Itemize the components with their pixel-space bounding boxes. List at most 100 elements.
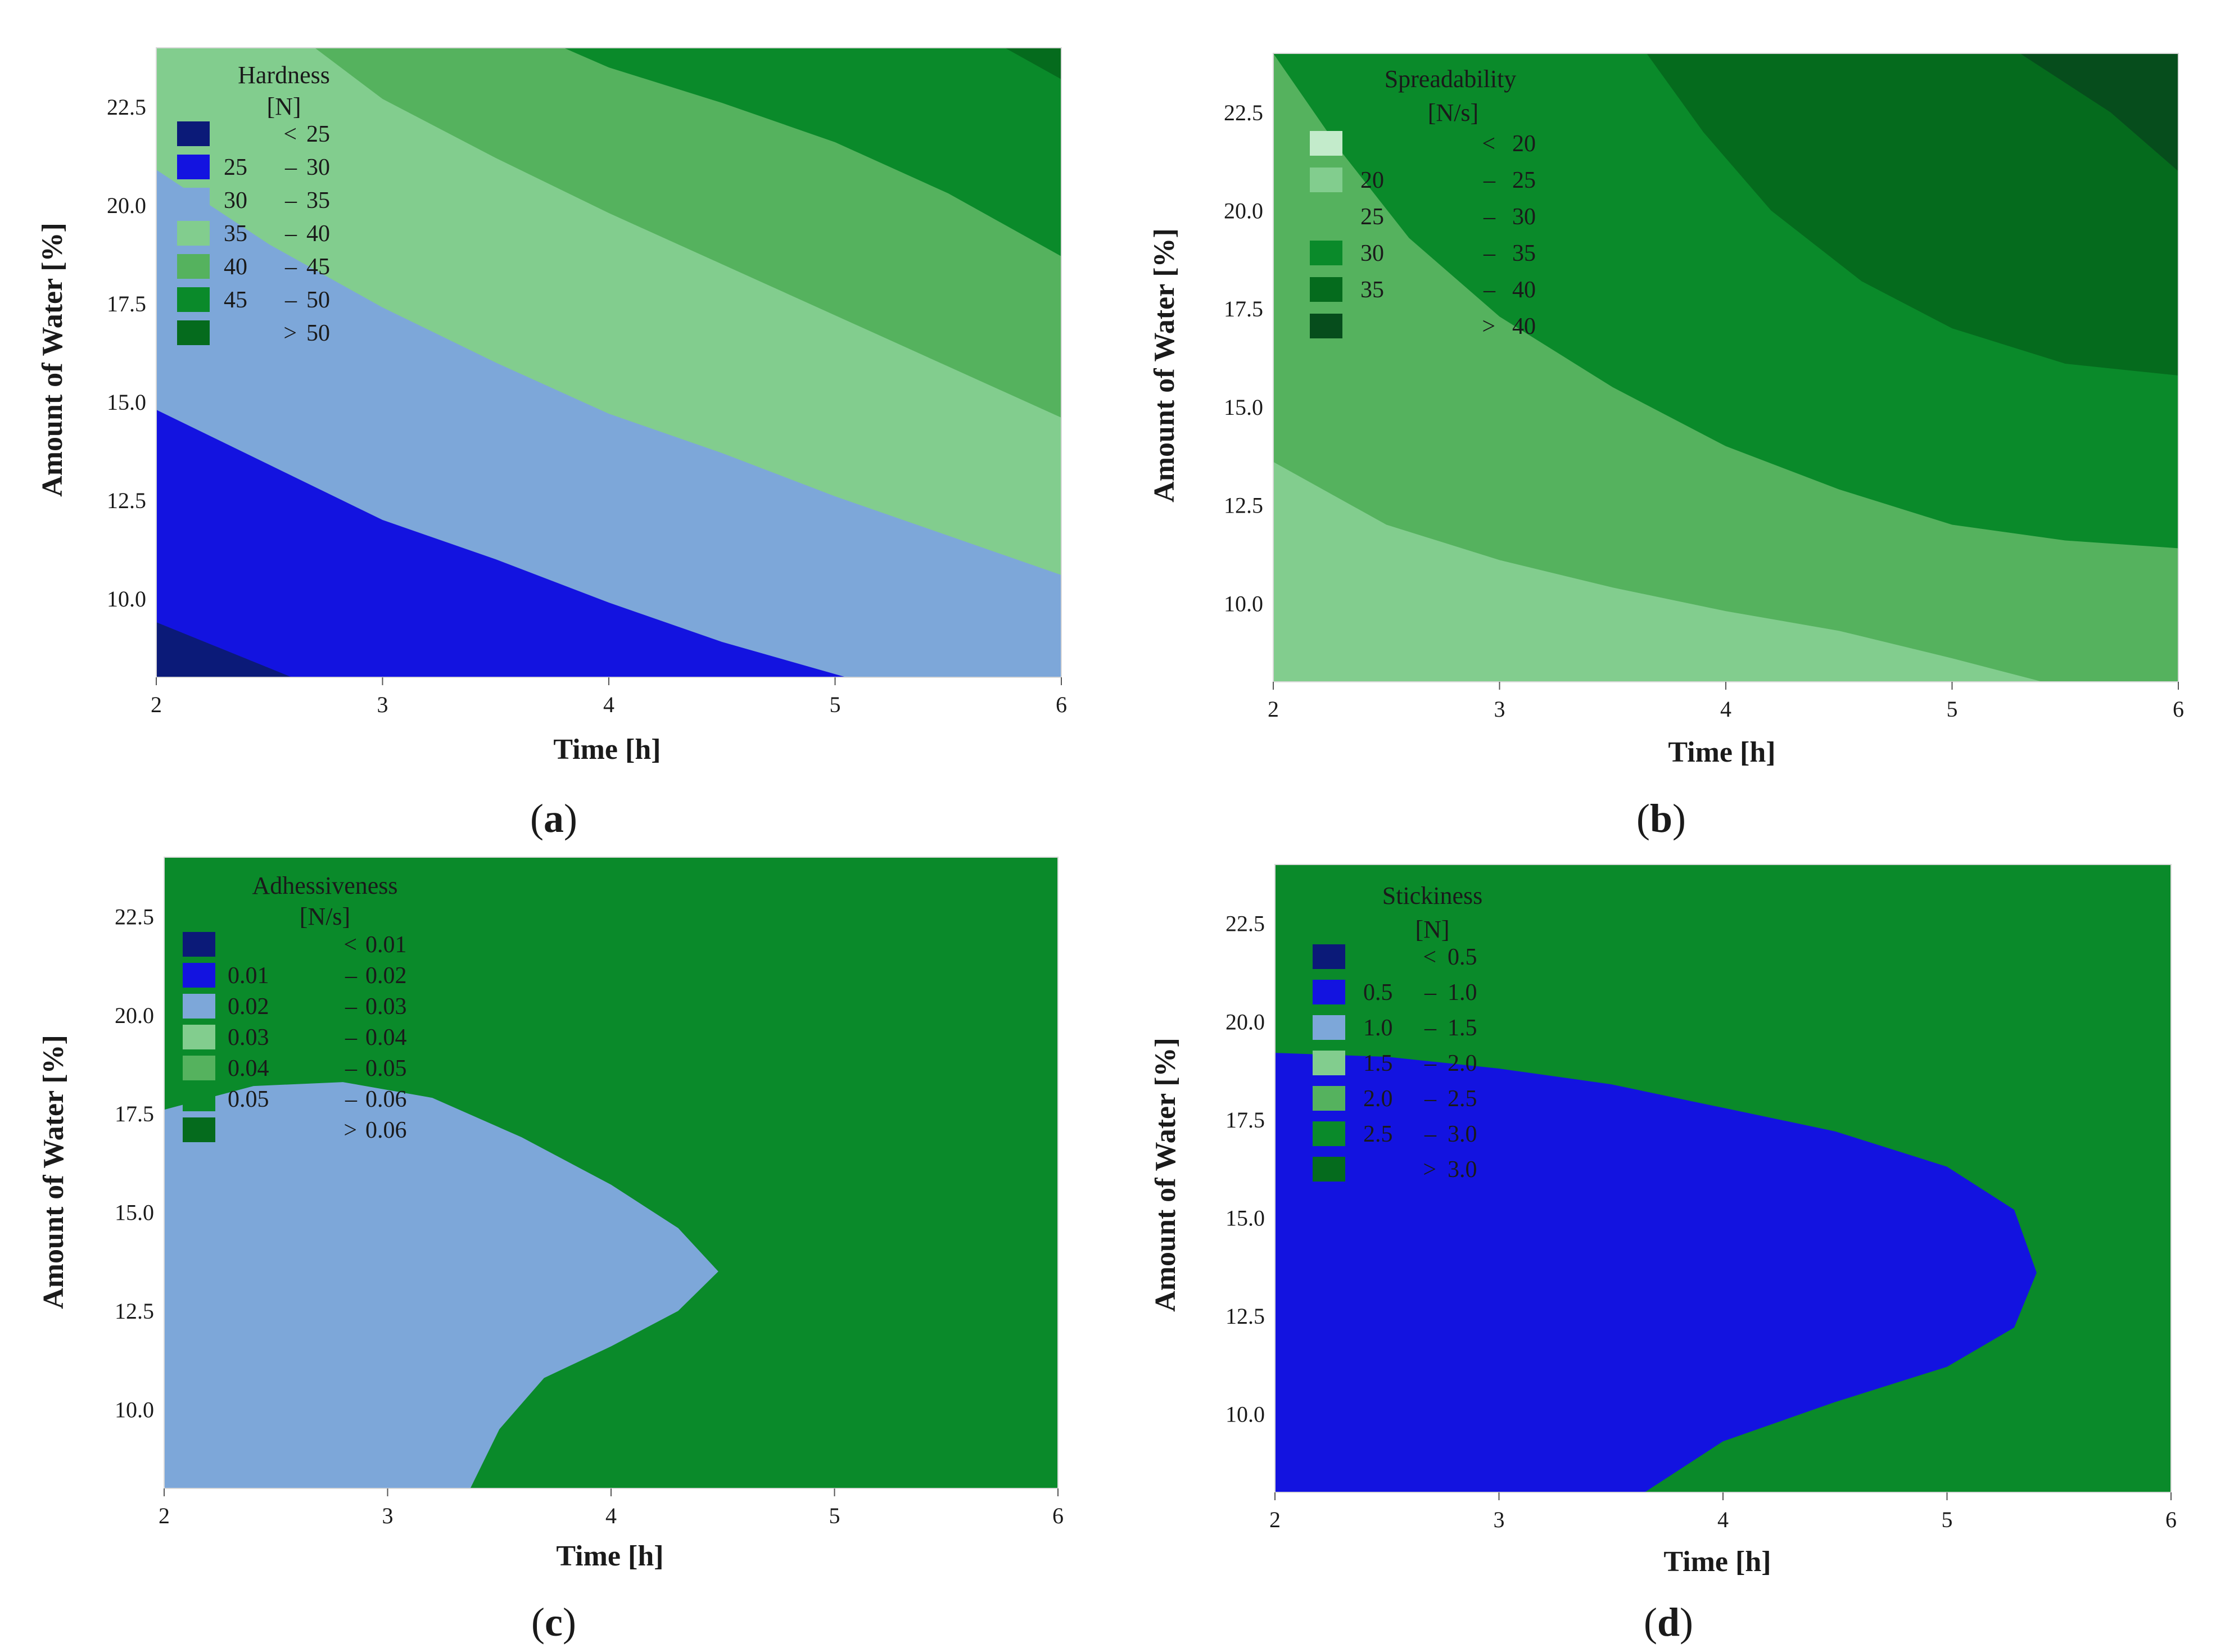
legend-sep: – — [345, 1056, 358, 1081]
x-tick-label: 3 — [377, 692, 388, 717]
contour-region — [1647, 53, 2178, 375]
legend-swatch — [177, 221, 210, 246]
x-axis-label: Time [h] — [1663, 1546, 1771, 1578]
x-tick-label: 5 — [829, 1503, 840, 1528]
legend-title-line1: Adhessiveness — [252, 872, 397, 899]
contour-region — [164, 857, 1058, 1488]
legend-high: 40 — [1512, 277, 1536, 303]
x-axis-label: Time [h] — [556, 1540, 663, 1572]
legend-low: 1.5 — [1363, 1051, 1393, 1076]
legend-high: 2.0 — [1448, 1051, 1477, 1076]
legend-high: 0.06 — [365, 1087, 407, 1112]
legend-low: 30 — [1360, 241, 1384, 266]
legend-high: 20 — [1512, 131, 1536, 157]
legend-swatch — [1310, 131, 1342, 156]
legend-low: 1.0 — [1363, 1015, 1393, 1041]
y-tick-label: 15.0 — [115, 1200, 154, 1225]
legend-sep: – — [1483, 204, 1496, 230]
legend-sep: – — [345, 994, 358, 1020]
legend-title-line2: [N/s] — [300, 903, 350, 930]
legend-swatch — [1313, 1015, 1345, 1040]
legend-high: 0.03 — [365, 994, 407, 1020]
y-axis-label: Amount of Water [%] — [1150, 1038, 1182, 1312]
legend-swatch — [177, 287, 210, 312]
x-tick-label: 2 — [159, 1503, 170, 1528]
legend-low: 0.03 — [228, 1025, 269, 1051]
legend-sep: > — [283, 320, 297, 346]
legend-high: 2.5 — [1448, 1086, 1477, 1112]
panel-c: Adhessiveness [N/s] <0.010.01–0.020.02–0… — [38, 857, 1064, 1645]
y-tick-label: 10.0 — [115, 1397, 154, 1423]
legend-low: 30 — [224, 188, 247, 214]
legend-swatch — [1310, 241, 1342, 265]
legend-sep: – — [1424, 980, 1437, 1006]
y-tick-label: 10.0 — [1225, 1401, 1265, 1427]
y-tick-label: 22.5 — [1224, 100, 1263, 125]
legend-swatch — [183, 1087, 215, 1111]
contour-region — [563, 48, 1061, 256]
legend-high: 0.06 — [365, 1117, 407, 1143]
legend-sep: – — [345, 1025, 358, 1051]
legend-sep: < — [1482, 131, 1495, 157]
x-tick-label: 3 — [1494, 1507, 1505, 1532]
y-axis-label: Amount of Water [%] — [38, 1035, 70, 1309]
legend-sep: – — [345, 1087, 358, 1112]
legend-high: 3.0 — [1448, 1157, 1477, 1183]
legend-high: 1.5 — [1448, 1015, 1477, 1041]
x-tick-label: 4 — [603, 692, 614, 717]
legend-swatch — [177, 188, 210, 212]
legend-high: 0.5 — [1448, 944, 1477, 970]
legend-high: 1.0 — [1448, 980, 1477, 1006]
legend-sep: – — [1424, 1051, 1437, 1076]
y-tick-label: 20.0 — [1224, 198, 1263, 224]
legend-title-line2: [N] — [1415, 916, 1449, 943]
y-tick-label: 10.0 — [1224, 591, 1263, 616]
x-tick-label: 5 — [1942, 1507, 1953, 1532]
legend-low: 0.5 — [1363, 980, 1393, 1006]
legend-high: 0.01 — [365, 932, 407, 958]
y-tick-label: 10.0 — [107, 586, 146, 612]
panel-a: Hardness [N] <2525–3030–3535–4040–4545–5… — [37, 47, 1067, 841]
legend-high: 45 — [306, 254, 330, 280]
legend-sep: < — [1423, 944, 1436, 970]
x-axis-label: Time [h] — [553, 734, 661, 766]
legend-low: 25 — [1360, 204, 1384, 230]
panel-caption: (a) — [530, 796, 577, 841]
x-tick-label: 6 — [1052, 1503, 1064, 1528]
legend-title-line1: Spreadability — [1385, 65, 1517, 93]
x-axis-label: Time [h] — [1668, 736, 1775, 768]
legend-high: 30 — [306, 155, 330, 180]
x-tick-label: 5 — [830, 692, 841, 717]
legend-title-line2: [N] — [266, 93, 301, 120]
y-tick-label: 20.0 — [107, 193, 146, 218]
legend-high: 3.0 — [1448, 1121, 1477, 1147]
legend-sep: – — [284, 287, 297, 313]
legend-low: 40 — [224, 254, 247, 280]
legend-low: 45 — [224, 287, 247, 313]
legend-swatch — [183, 963, 215, 988]
legend-swatch — [1310, 277, 1342, 302]
y-tick-label: 22.5 — [1225, 911, 1265, 936]
legend-swatch — [183, 994, 215, 1019]
legend-sep: – — [284, 188, 297, 214]
x-tick-label: 4 — [1720, 696, 1731, 722]
legend-swatch — [1313, 1086, 1345, 1111]
contour-region — [1005, 48, 1061, 79]
y-tick-label: 17.5 — [115, 1101, 154, 1126]
legend-sep: – — [284, 155, 297, 180]
legend-sep: – — [345, 963, 358, 989]
y-tick-label: 17.5 — [1225, 1107, 1265, 1133]
x-tick-label: 4 — [1717, 1507, 1729, 1532]
legend-high: 0.04 — [365, 1025, 407, 1051]
legend-swatch — [1313, 1121, 1345, 1146]
legend-sep: – — [1483, 241, 1496, 266]
legend-high: 0.05 — [365, 1056, 407, 1081]
legend-high: 50 — [306, 287, 330, 313]
y-axis-label: Amount of Water [%] — [1148, 228, 1181, 503]
legend-high: 25 — [306, 121, 330, 147]
legend-sep: – — [284, 254, 297, 280]
legend-high: 50 — [306, 320, 330, 346]
legend-swatch — [1310, 314, 1342, 338]
legend-high: 40 — [306, 221, 330, 247]
legend-swatch — [1310, 168, 1342, 192]
